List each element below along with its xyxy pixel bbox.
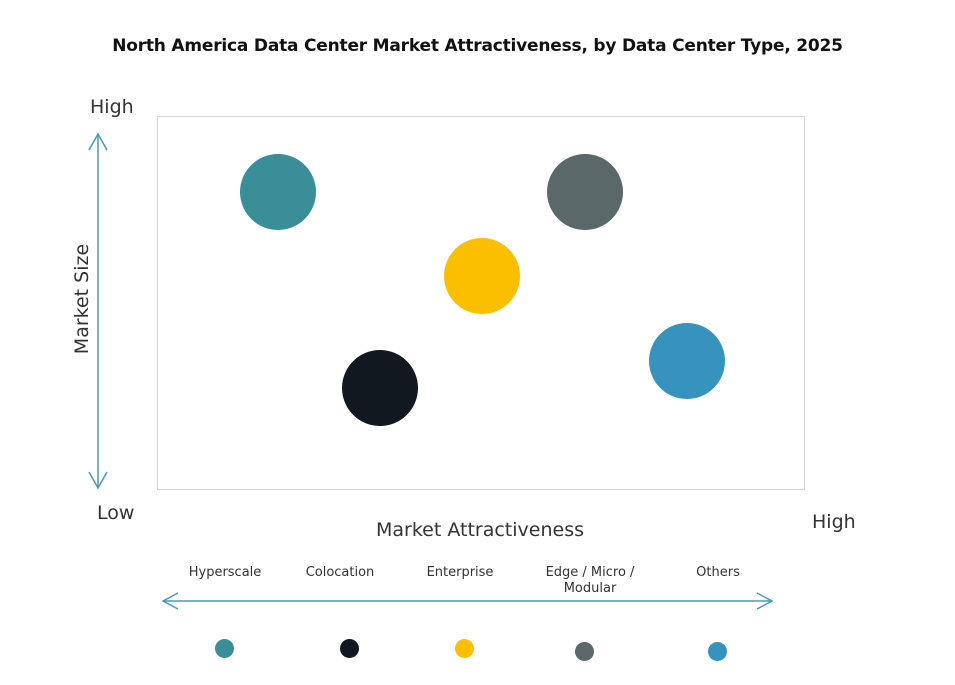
legend-label-colocation: Colocation: [305, 565, 375, 580]
y-axis-high-label: High: [90, 96, 134, 118]
bubble-hyperscale: [240, 154, 316, 230]
chart-title: North America Data Center Market Attract…: [112, 36, 843, 56]
y-axis-title: Market Size: [71, 243, 93, 355]
legend-label-enterprise: Enterprise: [426, 565, 494, 580]
bubble-edge-micro-modular: [547, 154, 623, 230]
plot-area: [157, 116, 805, 490]
bubble-others: [649, 323, 725, 399]
legend-dot-edge-micro-modular: [575, 642, 594, 661]
legend-label-edge-micro-modular: Edge / Micro / Modular: [545, 565, 635, 596]
legend-dot-enterprise: [455, 639, 474, 658]
bubble-colocation: [342, 350, 418, 426]
legend-label-hyperscale: Hyperscale: [188, 565, 262, 580]
bubble-enterprise: [444, 238, 520, 314]
legend-label-others: Others: [696, 565, 740, 580]
legend-dot-others: [708, 642, 727, 661]
x-axis-high-label: High: [812, 511, 856, 533]
x-axis-title: Market Attractiveness: [375, 519, 584, 541]
y-axis-low-label: Low: [97, 502, 135, 524]
legend-dot-hyperscale: [215, 639, 234, 658]
legend-dot-colocation: [340, 639, 359, 658]
